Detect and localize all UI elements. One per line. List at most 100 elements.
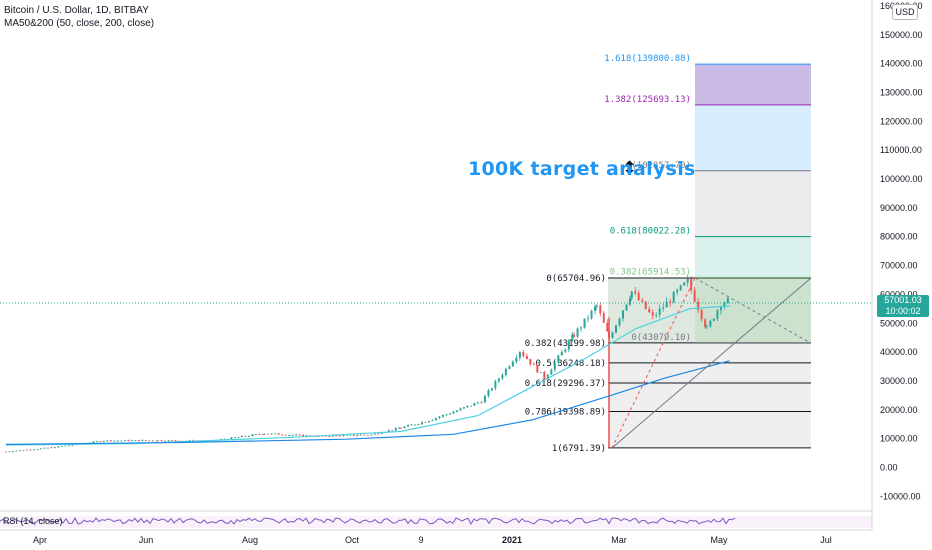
x-tick-label: Oct — [345, 535, 360, 545]
candle-body — [723, 302, 726, 307]
candle-body — [141, 440, 144, 441]
candle-body — [634, 291, 637, 294]
candle-body — [576, 328, 579, 337]
y-axis[interactable]: 160000.00150000.00140000.00130000.001200… — [871, 0, 923, 530]
fib-extension-label: 1(102857.70) — [626, 161, 691, 171]
x-tick-label: 2021 — [502, 535, 522, 545]
bar-countdown: 10:00:02 — [885, 306, 921, 316]
y-tick-label: 0.00 — [880, 463, 898, 473]
candle-body — [251, 434, 254, 437]
candle-body — [504, 368, 507, 376]
fib-extension[interactable]: 0(43079.10) 0.382(65914.53) 0.618(80022.28… — [604, 54, 811, 344]
candle-body — [532, 364, 535, 365]
candle-body — [693, 290, 696, 302]
currency-label[interactable]: USD — [892, 4, 918, 20]
y-tick-label: 30000.00 — [880, 376, 918, 386]
candle-body — [665, 301, 668, 308]
candle-body — [476, 402, 479, 404]
candle-body — [712, 318, 715, 321]
candle-body — [18, 450, 21, 452]
target-annotation: 100K target analysis — [468, 158, 696, 180]
candle-body — [557, 355, 560, 363]
candle-body — [621, 310, 624, 319]
candle-body — [127, 440, 130, 441]
candle-body — [518, 351, 521, 358]
candle-body — [546, 374, 549, 380]
candle-body — [705, 326, 708, 328]
candle-body — [342, 435, 345, 437]
candle-body — [295, 434, 298, 436]
candle-body — [380, 432, 383, 434]
candle-body — [611, 332, 614, 338]
x-tick-label: Mar — [611, 535, 627, 545]
y-tick-label: 90000.00 — [880, 203, 918, 213]
y-tick-label: 60000.00 — [880, 289, 918, 299]
candle-body — [414, 424, 416, 426]
candle-body — [431, 419, 434, 421]
last-price-badge: 57001.03 10:00:02 — [877, 295, 929, 317]
fib-retracement-label: 0.5(36248.18) — [536, 359, 606, 369]
candle-body — [648, 308, 651, 313]
candle-body — [567, 340, 570, 350]
candle-body — [363, 434, 366, 436]
candle-body — [573, 334, 576, 337]
candle-body — [46, 447, 49, 449]
candle-body — [672, 292, 675, 303]
candle-body — [716, 310, 719, 319]
x-axis[interactable]: Apr Jun Aug Oct 9 2021 Mar May Jul — [0, 529, 872, 545]
candle-body — [398, 427, 401, 429]
candle-body — [270, 433, 273, 435]
candle-body — [29, 449, 32, 451]
fib-extension-band — [695, 104, 811, 171]
candle-body — [67, 445, 70, 447]
candle-body — [106, 440, 109, 442]
candle-body — [148, 440, 151, 442]
candle-body — [522, 351, 525, 356]
candle-body — [679, 285, 682, 290]
candle-body — [349, 434, 352, 436]
dashed-trend-line — [694, 277, 812, 344]
candle-body — [50, 447, 53, 449]
candle-body — [494, 381, 497, 389]
candle-body — [123, 440, 126, 441]
rsi-pane[interactable] — [0, 510, 872, 528]
candle-body — [606, 322, 609, 332]
candle-body — [64, 445, 67, 447]
candle-body — [274, 433, 277, 435]
candle-body — [144, 440, 147, 441]
ma200-line — [5, 360, 730, 445]
candle-body — [391, 430, 394, 432]
candle-body — [497, 378, 500, 382]
candle-body — [263, 433, 266, 435]
candle-body — [39, 448, 42, 450]
candle-body — [233, 437, 236, 439]
y-tick-label: 100000.00 — [880, 174, 923, 184]
rsi-band — [0, 516, 872, 528]
y-tick-label: 70000.00 — [880, 261, 918, 271]
candle-body — [92, 441, 95, 443]
candle-body — [403, 426, 406, 429]
candle-body — [352, 434, 355, 436]
candle-body — [704, 319, 707, 328]
candle-body — [676, 289, 679, 293]
candle-body — [420, 422, 423, 425]
candle-body — [595, 305, 598, 307]
candle-body — [345, 434, 348, 436]
candle-body — [370, 434, 373, 436]
candle-body — [438, 416, 441, 418]
candle-body — [116, 440, 119, 442]
candle-body — [95, 441, 98, 443]
candle-body — [719, 306, 722, 311]
trend-lines[interactable]: ⬍ — [0, 158, 872, 449]
candle-body — [466, 405, 469, 408]
candle-body — [564, 349, 567, 352]
candle-body — [697, 301, 700, 311]
candle-body — [448, 413, 451, 415]
fib-retracement-label: 0(65704.96) — [546, 274, 606, 284]
candle-body — [240, 435, 243, 438]
indicator-legend: MA50&200 (50, close, 200, close) — [4, 18, 155, 29]
diagonal-line — [611, 277, 812, 449]
cursor-arrows-icon: ⬍ — [622, 158, 637, 179]
fib-extension-label: 1.618(139800.88) — [604, 54, 691, 64]
